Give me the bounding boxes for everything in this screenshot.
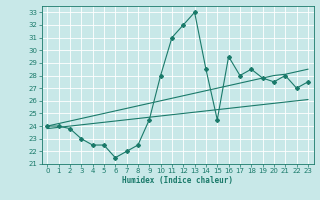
X-axis label: Humidex (Indice chaleur): Humidex (Indice chaleur) xyxy=(122,176,233,185)
